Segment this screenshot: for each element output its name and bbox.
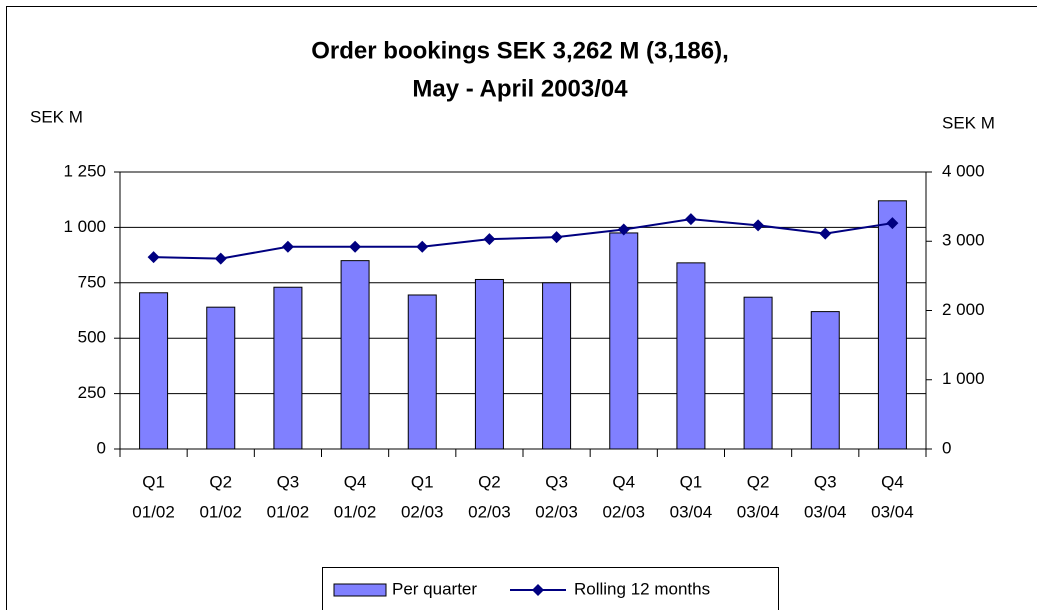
- bar: [743, 296, 773, 450]
- legend-label: Per quarter: [392, 579, 477, 598]
- marker: [483, 233, 496, 246]
- legend-label: Rolling 12 months: [574, 579, 710, 598]
- marker: [819, 227, 832, 240]
- plot-area: [119, 171, 927, 450]
- bar: [877, 200, 907, 450]
- x-tick-label: Q2: [209, 472, 232, 491]
- x-tick-label: Q1: [142, 472, 165, 491]
- marker: [752, 219, 765, 232]
- x-tick-label: Q4: [612, 472, 635, 491]
- x-tick-label: 02/03: [602, 502, 645, 521]
- marker: [617, 223, 630, 236]
- chart-frame: [6, 6, 1037, 610]
- bar: [609, 232, 639, 450]
- x-tick-label: Q4: [344, 472, 367, 491]
- x-tick-label: Q3: [814, 472, 837, 491]
- y-tick-label: 1 250: [63, 161, 106, 180]
- x-tick-label: Q1: [411, 472, 434, 491]
- legend-marker: [532, 584, 544, 596]
- marker: [214, 252, 227, 265]
- y-tick-label: 0: [97, 438, 106, 457]
- y2-tick-label: 2 000: [942, 300, 985, 319]
- y-tick-label: 750: [78, 272, 106, 291]
- marker: [349, 240, 362, 253]
- y2-tick-label: 1 000: [942, 369, 985, 388]
- x-tick-label: 01/02: [267, 502, 310, 521]
- bar: [810, 311, 840, 450]
- x-tick-label: 02/03: [401, 502, 444, 521]
- bar: [340, 260, 370, 450]
- x-tick-label: Q2: [747, 472, 770, 491]
- y2-tick-label: 3 000: [942, 231, 985, 250]
- x-tick-label: Q4: [881, 472, 904, 491]
- x-tick-label: 03/04: [871, 502, 914, 521]
- bar: [407, 294, 437, 450]
- x-tick-label: 02/03: [468, 502, 511, 521]
- legend-box: [322, 567, 779, 610]
- x-tick-label: Q2: [478, 472, 501, 491]
- y-axis-label: SEK M: [30, 107, 83, 126]
- bar: [474, 278, 504, 450]
- x-tick-label: Q3: [545, 472, 568, 491]
- chart-title: Order bookings SEK 3,262 M (3,186),: [311, 37, 728, 64]
- chart-title: May - April 2003/04: [412, 75, 628, 102]
- line: [153, 218, 893, 260]
- x-tick-label: 02/03: [535, 502, 578, 521]
- bar: [273, 286, 303, 450]
- bar: [542, 282, 572, 450]
- marker: [416, 240, 429, 253]
- marker: [281, 240, 294, 253]
- marker: [684, 213, 697, 226]
- marker: [550, 231, 563, 244]
- bar: [676, 262, 706, 450]
- y2-axis-label: SEK M: [942, 113, 995, 132]
- marker: [147, 251, 160, 264]
- marker: [886, 217, 899, 230]
- bar: [139, 292, 169, 450]
- x-tick-label: 03/04: [804, 502, 847, 521]
- x-tick-label: Q1: [680, 472, 703, 491]
- x-tick-label: 01/02: [199, 502, 242, 521]
- x-tick-label: Q3: [277, 472, 300, 491]
- x-tick-label: 03/04: [737, 502, 780, 521]
- y2-tick-label: 0: [942, 438, 951, 457]
- legend-swatch: [333, 583, 387, 597]
- y2-tick-label: 4 000: [942, 161, 985, 180]
- x-tick-label: 01/02: [132, 502, 175, 521]
- y-tick-label: 250: [78, 383, 106, 402]
- y-tick-label: 1 000: [63, 217, 106, 236]
- bar: [206, 306, 236, 450]
- y-tick-label: 500: [78, 328, 106, 347]
- x-tick-label: 03/04: [670, 502, 713, 521]
- x-tick-label: 01/02: [334, 502, 377, 521]
